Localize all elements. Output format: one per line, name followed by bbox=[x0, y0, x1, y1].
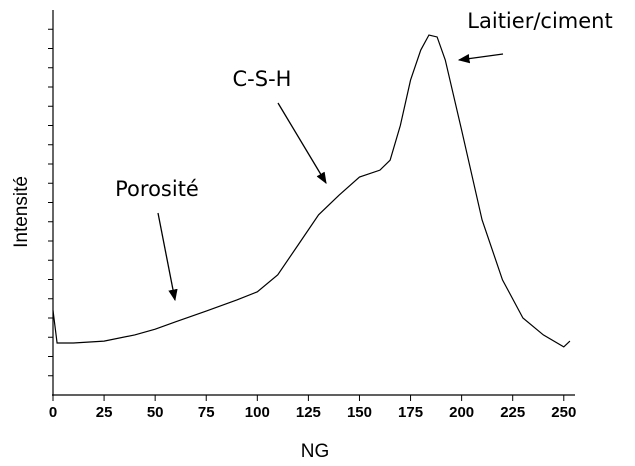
x-tick-label: 125 bbox=[296, 404, 321, 421]
x-tick-label: 75 bbox=[198, 404, 215, 421]
line bbox=[52, 34, 571, 348]
annotation: Porosité bbox=[115, 177, 199, 201]
annotation: Laitier/ciment bbox=[467, 9, 612, 33]
x-tick-label: 150 bbox=[347, 404, 372, 421]
arrow bbox=[277, 102, 327, 185]
x-tick-label: 100 bbox=[245, 404, 270, 421]
arrow bbox=[157, 212, 178, 302]
x-tick-label: 175 bbox=[398, 404, 423, 421]
x-axis-label: NG bbox=[301, 441, 330, 462]
x-tick-label: 225 bbox=[500, 404, 525, 421]
x-tick-label: 200 bbox=[449, 404, 474, 421]
arrow bbox=[457, 53, 504, 64]
annotation: C-S-H bbox=[233, 67, 292, 91]
x-tick-label: 0 bbox=[49, 404, 57, 421]
y-axis-label: Intensité bbox=[11, 176, 32, 248]
x-tick-label: 50 bbox=[147, 404, 164, 421]
x-tick-label: 25 bbox=[96, 404, 113, 421]
x-tick-label: 250 bbox=[551, 404, 576, 421]
